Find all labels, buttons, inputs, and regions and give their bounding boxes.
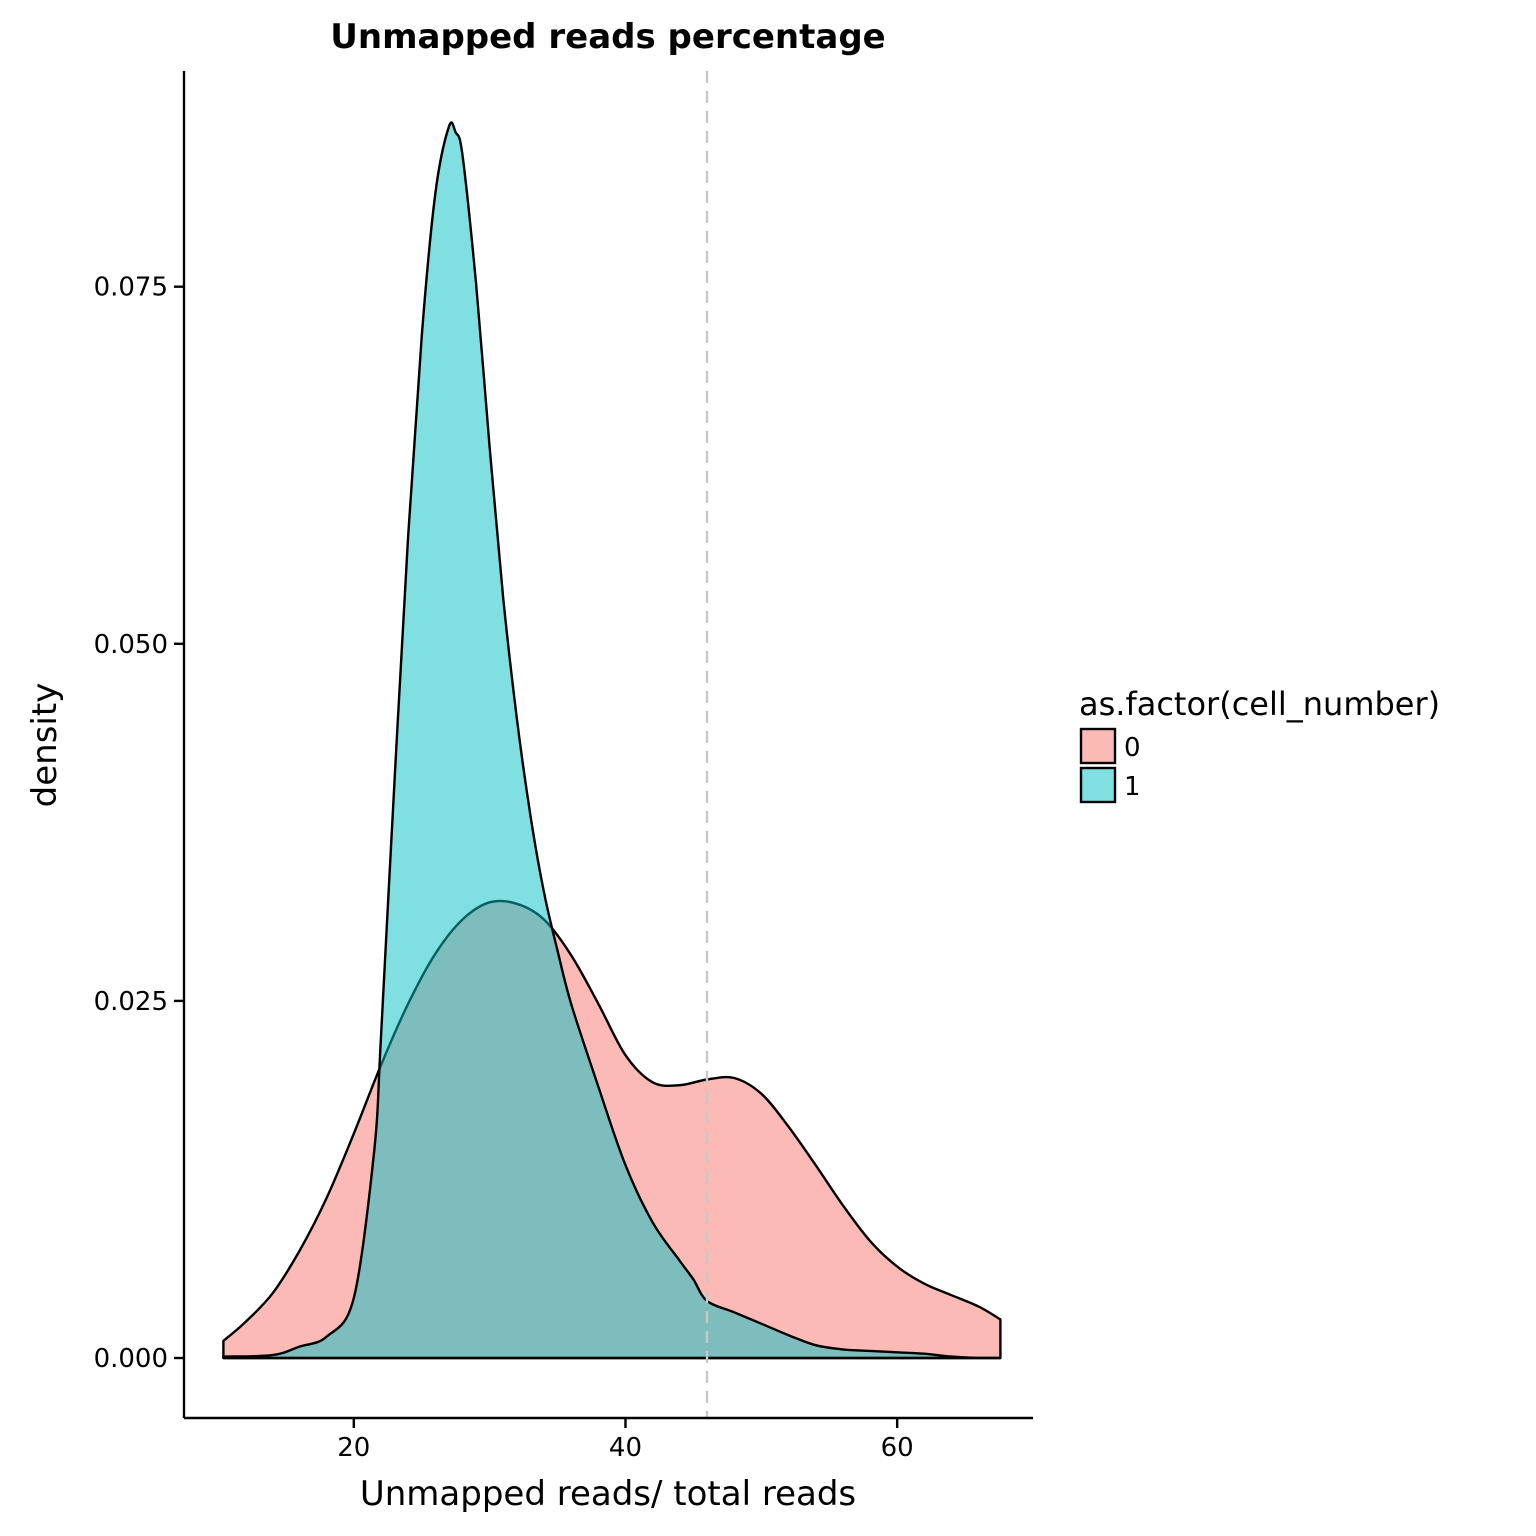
y-axis-ticks: 0.000 0.025 0.050 0.075 — [94, 273, 184, 1374]
y-tick-label: 0.050 — [94, 630, 168, 660]
chart-title: Unmapped reads percentage — [330, 17, 885, 57]
x-axis-title: Unmapped reads/ total reads — [360, 1474, 856, 1514]
legend-label-1: 1 — [1124, 772, 1141, 802]
x-tick-label: 60 — [881, 1433, 914, 1463]
y-tick-label: 0.000 — [94, 1344, 168, 1374]
y-tick-label: 0.075 — [94, 273, 168, 303]
legend-label-0: 0 — [1124, 733, 1141, 763]
plot-area — [222, 71, 1002, 1418]
y-axis-title: density — [25, 683, 65, 808]
legend-swatch-0 — [1079, 727, 1117, 765]
legend-swatch-1 — [1079, 766, 1117, 804]
y-tick-label: 0.025 — [94, 987, 168, 1017]
density-area-series-1 — [222, 121, 1002, 1360]
x-tick-label: 20 — [337, 1433, 370, 1463]
legend-title: as.factor(cell_number) — [1079, 685, 1440, 723]
x-tick-label: 40 — [609, 1433, 642, 1463]
x-axis-ticks: 20 40 60 — [337, 1418, 914, 1463]
legend: as.factor(cell_number) 0 1 — [1079, 685, 1440, 804]
